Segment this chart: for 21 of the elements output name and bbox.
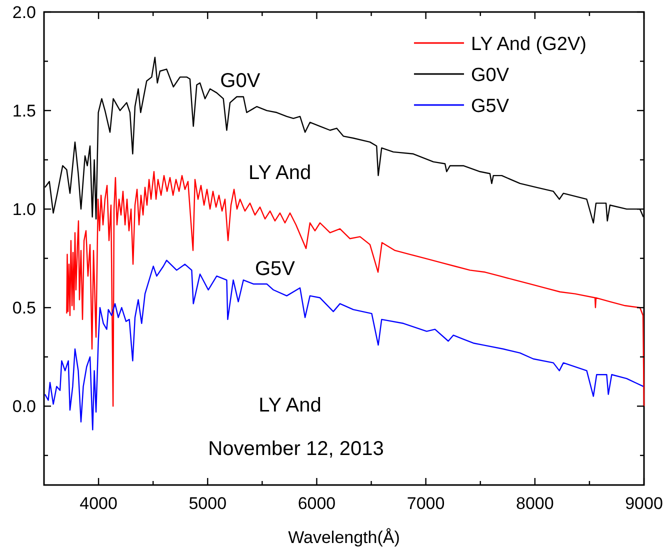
annotation: November 12, 2013 (208, 438, 384, 460)
x-axis-title: Wavelength(Å) (288, 528, 400, 547)
annotation: LY And (248, 162, 312, 184)
y-tick-label: 0.0 (12, 397, 36, 416)
x-tick-label: 5000 (188, 494, 227, 513)
legend-label: G0V (471, 65, 510, 86)
annotation: G0V (220, 70, 261, 92)
legend-label: G5V (471, 96, 510, 117)
y-tick-label: 0.5 (12, 298, 36, 318)
y-tick-label: 1.5 (12, 102, 36, 121)
legend-label: LY And (G2V) (471, 34, 586, 55)
annotation: G5V (254, 258, 296, 280)
annotation: LY And (258, 394, 322, 417)
x-tick-label: 6000 (298, 494, 336, 513)
line-series (44, 260, 644, 430)
y-tick-label: 1.0 (12, 200, 36, 220)
x-tick-label: 7000 (406, 494, 445, 513)
x-tick-label: 8000 (516, 494, 554, 513)
y-tick-label: 2.0 (12, 3, 36, 22)
x-tick-label: 9000 (625, 494, 663, 513)
x-tick-label: 4000 (80, 494, 118, 513)
